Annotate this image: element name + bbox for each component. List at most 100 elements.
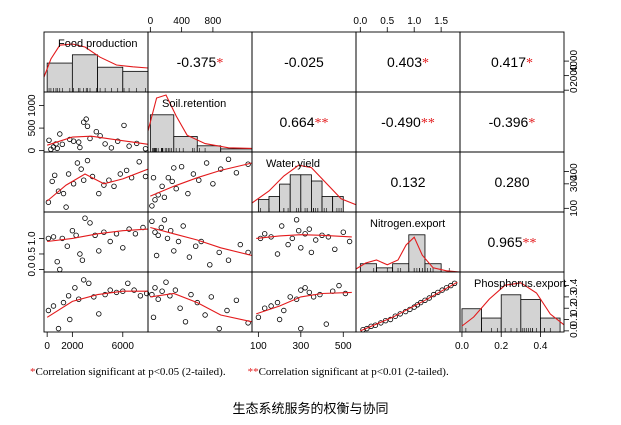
correlation-value: -0.490** [381,114,435,131]
tick-label: 300 [292,341,309,352]
histogram-bar [149,114,175,153]
tick-label: 2000 [569,64,580,87]
scatter-point [302,285,308,291]
scatter-point [137,293,144,299]
scatter-point [84,123,91,129]
significance-stars: * [528,116,535,131]
scatter-point [298,325,304,332]
panel-frame [43,211,149,273]
histogram-bar [321,196,334,213]
scatter-point [182,319,189,325]
scatter-point [107,287,113,293]
scatter-point [126,143,132,149]
tick-label: 0 [569,87,580,93]
scatter-point [54,259,60,265]
histogram-bar [461,308,482,333]
scatter-point [49,178,55,185]
scatter-point [188,291,194,298]
scatter-point [165,174,171,181]
tick-label: 0.3 [569,290,580,304]
scatter-point [448,282,454,289]
scatter-point [178,163,185,170]
tick-label: 0.0 [569,323,580,337]
scatter-point [59,235,65,242]
scatter-point [96,248,102,254]
smoother-line [46,290,148,318]
smoother-line [256,291,352,315]
scatter-point [163,279,169,285]
scatter-point [159,183,165,189]
scatter-point [210,181,216,187]
scatter-point [171,165,177,171]
scatter-point [114,138,121,144]
histogram-bar [300,174,312,213]
scatter-point [96,311,102,317]
smoother-line [150,292,253,323]
scatter-point [346,238,353,245]
tick-label: 400 [173,16,190,27]
scatter-point [150,314,157,320]
scatter-point [77,251,83,257]
scatter-point [202,312,208,318]
legend-text-p01: Correlation significant at p<0.01 (2-tai… [258,366,449,378]
scatter-point [46,137,52,143]
scatter-point [336,282,342,289]
scatter-point [97,133,103,139]
tick-label: 0 [27,147,38,153]
scatter-point [233,297,240,303]
tick-label: 800 [205,16,222,27]
histogram-bar [279,183,291,213]
tick-label: 6000 [112,341,135,352]
scatter-point [296,227,302,234]
scatter-point [45,235,52,242]
scatter-point [262,231,268,237]
scatter-point [418,299,424,306]
scatter-point [111,183,117,189]
scatter-point [194,299,200,306]
tick-label: 0.1 [569,312,580,326]
scatter-point [87,135,93,142]
scatter-point [149,203,155,209]
correlation-value: 0.965** [487,234,536,251]
smoother-line [150,162,253,197]
scatter-point [332,246,338,252]
scatter-point [298,287,304,293]
tick-label: 100 [250,341,267,352]
scatter-point [298,245,304,251]
panel-frame [43,91,149,153]
scatter-point [136,159,142,165]
variable-label: Food production [58,38,138,50]
significance-legend: *Correlation significant at p<0.05 (2-ta… [30,366,449,378]
scatter-point [274,251,281,257]
tick-label: 0.0 [455,341,469,352]
smoother-line [46,168,149,202]
scatter-point [77,144,83,151]
scatter-point [155,296,161,302]
scatter-point [217,166,224,172]
scatter-point [87,220,93,226]
tick-label: 0.5 [27,247,38,261]
correlation-value: 0.280 [494,174,529,190]
correlation-value: 0.664** [279,114,328,131]
scatter-point [155,232,161,238]
scatter-point [126,226,132,232]
significance-stars: * [422,56,429,71]
histogram-bar [376,267,394,273]
figure-caption: 生态系统服务的权衡与协同 [232,402,389,417]
scatter-point [173,185,179,192]
tick-label: 400 [569,163,580,180]
histogram-bar [500,294,522,333]
scatter-point [67,316,73,323]
density-curve [43,43,149,78]
tick-label: 0.4 [569,278,580,292]
significance-stars: ** [421,116,435,131]
scatter-point [142,146,149,152]
scatter-point [237,241,243,248]
scatter-point [175,238,182,245]
scatter-point [196,177,202,183]
tick-label: 0.0 [27,262,38,276]
tick-label: 0.0 [353,16,367,27]
histogram-bar [46,62,73,93]
density-curve [461,282,565,327]
